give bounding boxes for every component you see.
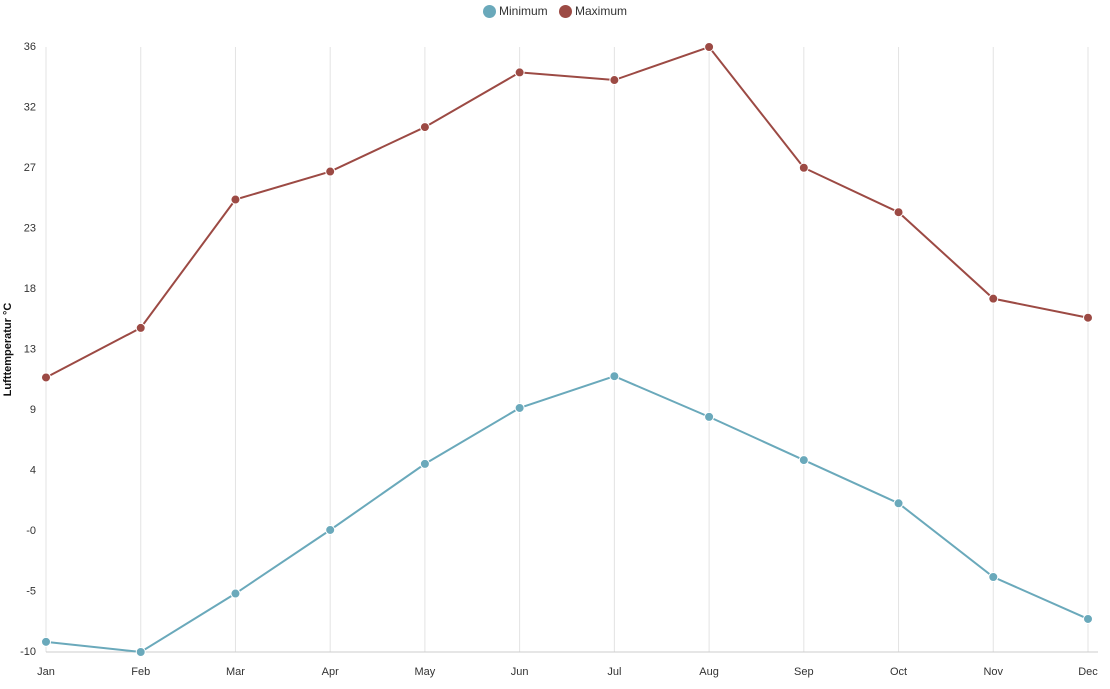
y-tick-label: 23 bbox=[24, 223, 36, 235]
data-point-maximum[interactable] bbox=[514, 67, 525, 78]
y-tick-label: -5 bbox=[26, 586, 36, 598]
data-point-minimum[interactable] bbox=[135, 647, 146, 657]
x-tick-label: Mar bbox=[226, 666, 245, 678]
data-point-minimum[interactable] bbox=[798, 455, 809, 466]
data-point-minimum[interactable] bbox=[893, 498, 904, 509]
data-point-maximum[interactable] bbox=[1083, 312, 1093, 323]
series-line-minimum bbox=[45, 375, 1089, 654]
legend-item-maximum[interactable]: Maximum bbox=[559, 4, 627, 18]
data-point-minimum[interactable] bbox=[704, 411, 715, 422]
y-tick-label: -10 bbox=[20, 646, 36, 658]
legend-marker-minimum bbox=[482, 4, 496, 18]
data-point-maximum[interactable] bbox=[893, 207, 904, 218]
data-point-maximum[interactable] bbox=[325, 166, 336, 177]
data-point-minimum[interactable] bbox=[609, 371, 620, 382]
legend: Minimum Maximum bbox=[0, 4, 1110, 21]
data-point-maximum[interactable] bbox=[798, 162, 809, 173]
x-tick-label: May bbox=[415, 666, 436, 678]
data-point-minimum[interactable] bbox=[230, 588, 241, 599]
legend-marker-maximum bbox=[559, 4, 572, 18]
y-tick-label: 13 bbox=[24, 344, 36, 356]
x-tick-label: Jan bbox=[37, 666, 55, 678]
y-tick-label: 9 bbox=[30, 404, 36, 416]
data-point-minimum[interactable] bbox=[988, 572, 999, 583]
data-point-minimum[interactable] bbox=[419, 458, 430, 469]
data-point-minimum[interactable] bbox=[1083, 613, 1093, 624]
data-point-maximum[interactable] bbox=[609, 75, 620, 86]
data-point-maximum[interactable] bbox=[988, 293, 999, 304]
y-tick-label: 4 bbox=[30, 465, 36, 477]
y-tick-label: 36 bbox=[24, 41, 36, 53]
x-tick-label: Jun bbox=[511, 666, 529, 678]
data-point-minimum[interactable] bbox=[514, 402, 525, 413]
data-point-minimum[interactable] bbox=[325, 524, 336, 535]
x-tick-label: Aug bbox=[699, 666, 719, 678]
data-point-maximum[interactable] bbox=[135, 322, 146, 333]
data-point-maximum[interactable] bbox=[704, 42, 715, 52]
y-tick-label: 18 bbox=[24, 283, 36, 295]
data-point-minimum[interactable] bbox=[41, 636, 51, 647]
data-point-maximum[interactable] bbox=[230, 194, 241, 205]
x-tick-label: Apr bbox=[322, 666, 339, 678]
x-tick-label: Feb bbox=[131, 666, 150, 678]
x-tick-label: Dec bbox=[1078, 666, 1098, 678]
y-tick-label: 32 bbox=[24, 102, 36, 114]
data-point-maximum[interactable] bbox=[419, 122, 430, 133]
x-tick-label: Oct bbox=[890, 666, 907, 678]
series-line-maximum bbox=[45, 45, 1089, 379]
x-tick-label: Sep bbox=[794, 666, 814, 678]
legend-label-minimum: Minimum bbox=[498, 4, 548, 18]
x-tick-label: Jul bbox=[607, 666, 621, 678]
data-point-maximum[interactable] bbox=[41, 372, 51, 383]
y-tick-label: -0 bbox=[26, 525, 36, 537]
legend-item-minimum[interactable]: Minimum bbox=[482, 4, 548, 18]
legend-label-maximum: Maximum bbox=[575, 4, 628, 18]
y-axis-title: Lufttemperatur °C bbox=[2, 303, 14, 397]
y-tick-label: 27 bbox=[24, 162, 36, 174]
x-tick-label: Nov bbox=[983, 666, 1003, 678]
